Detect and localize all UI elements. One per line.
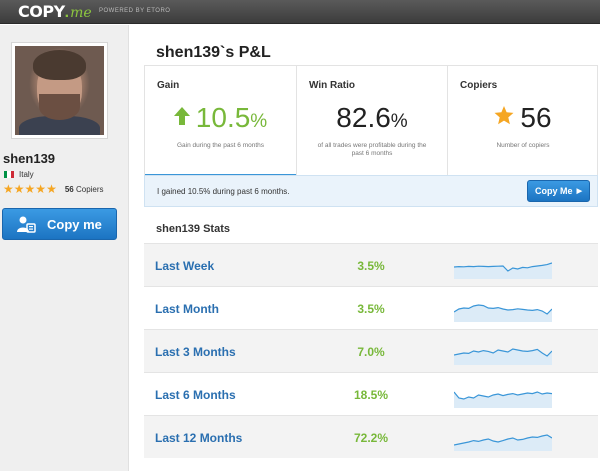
sparkline-chart [454, 348, 552, 365]
gain-unit: % [250, 111, 268, 132]
page-title: shen139`s P&L [156, 44, 271, 61]
stat-value: 7.0% [357, 345, 385, 359]
flag-stripe-white [7, 171, 11, 178]
win-ratio-number: 82.6 [336, 102, 391, 133]
copy-me-small-button[interactable]: Copy Me ▶ [527, 180, 590, 202]
copy-me-button[interactable]: Copy me [2, 208, 117, 240]
logo-dot: . [64, 4, 70, 21]
country-name: Italy [19, 170, 34, 179]
gain-value: 10.5 % [145, 102, 296, 134]
copiers-count-small: 56 Copiers [65, 185, 104, 194]
copy-user-icon [16, 215, 36, 233]
flag-stripe-green [4, 171, 8, 178]
copiers-panel[interactable]: Copiers 56 Number of copiers [447, 66, 598, 176]
flag-stripe-red [10, 171, 14, 178]
star-icon: ★ [24, 182, 36, 196]
sparkline-area [454, 435, 552, 451]
gain-info-text: I gained 10.5% during past 6 months. [157, 187, 290, 196]
sparkline-chart [454, 262, 552, 279]
sparkline-line [454, 348, 552, 357]
sparkline-chart [454, 434, 552, 451]
copyme-logo[interactable]: COPY . me [18, 2, 92, 22]
copiers-label: Copiers [75, 184, 104, 194]
sparkline-area [454, 349, 552, 365]
win-ratio-unit: % [390, 111, 408, 132]
sparkline-line [454, 262, 552, 272]
logo-copy-text: COPY [18, 2, 65, 21]
copiers-panel-caption: Number of copiers [496, 142, 550, 149]
top-bar: COPY . me POWERED BY ETORO [0, 0, 600, 24]
sparkline-area [454, 392, 552, 408]
italy-flag-icon [4, 171, 14, 178]
profile-sidebar: shen139 Italy ★ ★ ★ ★ ★ 56 Copiers [0, 25, 129, 471]
stat-period-link[interactable]: Last Week [155, 259, 215, 273]
star-rating: ★ ★ ★ ★ ★ 56 Copiers [3, 183, 104, 195]
stats-title: shen139 Stats [156, 223, 230, 235]
profile-username: shen139 [3, 151, 56, 166]
copiers-panel-value: 56 [448, 102, 598, 134]
table-row: Last 6 Months 18.5% [144, 372, 598, 415]
table-row: Last 12 Months 72.2% [144, 415, 598, 458]
stat-period-link[interactable]: Last Month [155, 302, 219, 316]
sparkline-line [454, 391, 552, 400]
win-ratio-value: 82.6 % [297, 102, 447, 134]
star-icon: ★ [13, 182, 25, 196]
gain-info-bar: I gained 10.5% during past 6 months. Cop… [144, 175, 598, 207]
sparkline-area [454, 263, 552, 279]
gain-number: 10.5 [195, 102, 251, 133]
table-row: Last Week 3.5% [144, 243, 598, 286]
stat-value: 18.5% [353, 388, 389, 402]
sparkline-line [454, 434, 552, 446]
gain-caption: Gain during the past 6 months [176, 142, 265, 149]
powered-by-text: POWERED BY ETORO [99, 8, 171, 14]
chevron-right-icon: ▶ [576, 188, 582, 195]
star-icon: ★ [46, 182, 57, 196]
sparkline-chart [454, 391, 552, 408]
stat-value: 72.2% [353, 431, 389, 445]
table-row: Last Month 3.5% [144, 286, 598, 329]
star-icon: ★ [3, 182, 14, 196]
gain-panel[interactable]: Gain 10.5 % Gain during the past 6 month… [145, 66, 296, 180]
stat-period-link[interactable]: Last 12 Months [155, 431, 243, 445]
logo-me-text: me [70, 5, 92, 21]
profile-country: Italy [4, 170, 34, 179]
sparkline-area [454, 305, 552, 322]
stat-period-link[interactable]: Last 6 Months [155, 388, 236, 402]
star-icon [494, 106, 514, 130]
copiers-panel-label: Copiers [460, 80, 498, 91]
win-ratio-caption: of all trades were profitable during the… [317, 142, 427, 157]
table-row: Last 3 Months 7.0% [144, 329, 598, 372]
copiers-panel-number: 56 [520, 102, 552, 133]
copy-me-label: Copy me [47, 216, 102, 232]
sparkline-chart [454, 304, 552, 322]
stat-period-link[interactable]: Last 3 Months [155, 345, 236, 359]
copy-me-small-label: Copy Me [535, 186, 573, 196]
gain-label: Gain [157, 80, 180, 91]
pl-summary: Gain 10.5 % Gain during the past 6 month… [144, 65, 598, 180]
avatar-photo [15, 46, 104, 135]
avatar[interactable] [11, 42, 108, 139]
sparkline-line [454, 304, 552, 315]
stat-value: 3.5% [357, 259, 385, 273]
star-icon: ★ [35, 182, 47, 196]
copiers-number: 56 [64, 184, 74, 194]
win-ratio-label: Win Ratio [309, 80, 356, 91]
stat-value: 3.5% [357, 302, 385, 316]
win-ratio-panel[interactable]: Win Ratio 82.6 % of all trades were prof… [296, 66, 447, 176]
arrow-up-icon [173, 106, 190, 130]
stats-table: Last Week 3.5% Last Month 3.5% Last 3 Months… [144, 243, 598, 458]
